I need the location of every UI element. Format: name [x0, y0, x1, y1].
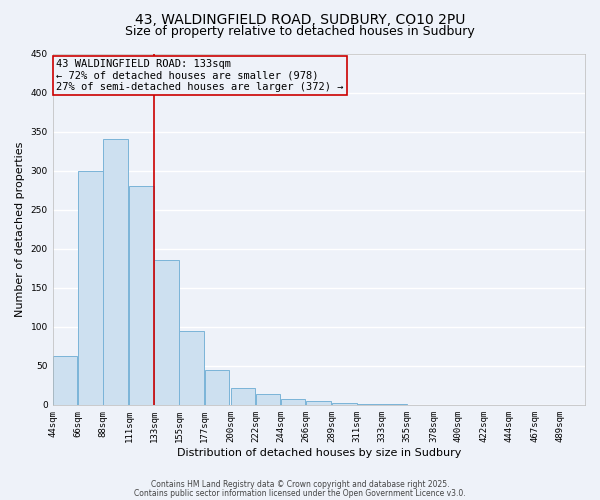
Y-axis label: Number of detached properties: Number of detached properties: [15, 142, 25, 317]
Bar: [382, 404, 407, 405]
Bar: [231, 388, 255, 405]
Bar: [103, 140, 128, 405]
Text: Size of property relative to detached houses in Sudbury: Size of property relative to detached ho…: [125, 25, 475, 38]
Text: Contains HM Land Registry data © Crown copyright and database right 2025.: Contains HM Land Registry data © Crown c…: [151, 480, 449, 489]
Bar: [78, 170, 103, 405]
Bar: [256, 394, 280, 405]
Bar: [306, 401, 331, 405]
Bar: [53, 356, 77, 405]
Bar: [154, 260, 179, 405]
Text: 43 WALDINGFIELD ROAD: 133sqm
← 72% of detached houses are smaller (978)
27% of s: 43 WALDINGFIELD ROAD: 133sqm ← 72% of de…: [56, 59, 344, 92]
Bar: [332, 404, 357, 405]
Bar: [281, 400, 305, 405]
Text: Contains public sector information licensed under the Open Government Licence v3: Contains public sector information licen…: [134, 488, 466, 498]
Text: 43, WALDINGFIELD ROAD, SUDBURY, CO10 2PU: 43, WALDINGFIELD ROAD, SUDBURY, CO10 2PU: [135, 12, 465, 26]
Bar: [205, 370, 229, 405]
Bar: [179, 330, 204, 405]
Bar: [130, 186, 154, 405]
Bar: [358, 404, 382, 405]
X-axis label: Distribution of detached houses by size in Sudbury: Distribution of detached houses by size …: [176, 448, 461, 458]
